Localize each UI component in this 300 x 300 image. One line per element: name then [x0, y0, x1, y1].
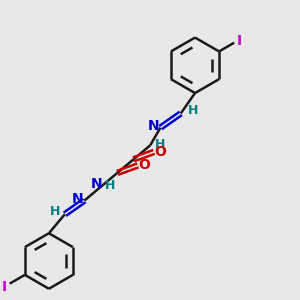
- Text: H: H: [188, 104, 198, 117]
- Text: H: H: [50, 206, 60, 218]
- Text: H: H: [154, 138, 165, 151]
- Text: O: O: [138, 158, 150, 172]
- Text: N: N: [148, 119, 160, 133]
- Text: O: O: [154, 145, 166, 159]
- Text: I: I: [2, 280, 7, 294]
- Text: I: I: [237, 34, 242, 48]
- Text: N: N: [91, 177, 103, 191]
- Text: H: H: [105, 179, 115, 192]
- Text: N: N: [72, 192, 84, 206]
